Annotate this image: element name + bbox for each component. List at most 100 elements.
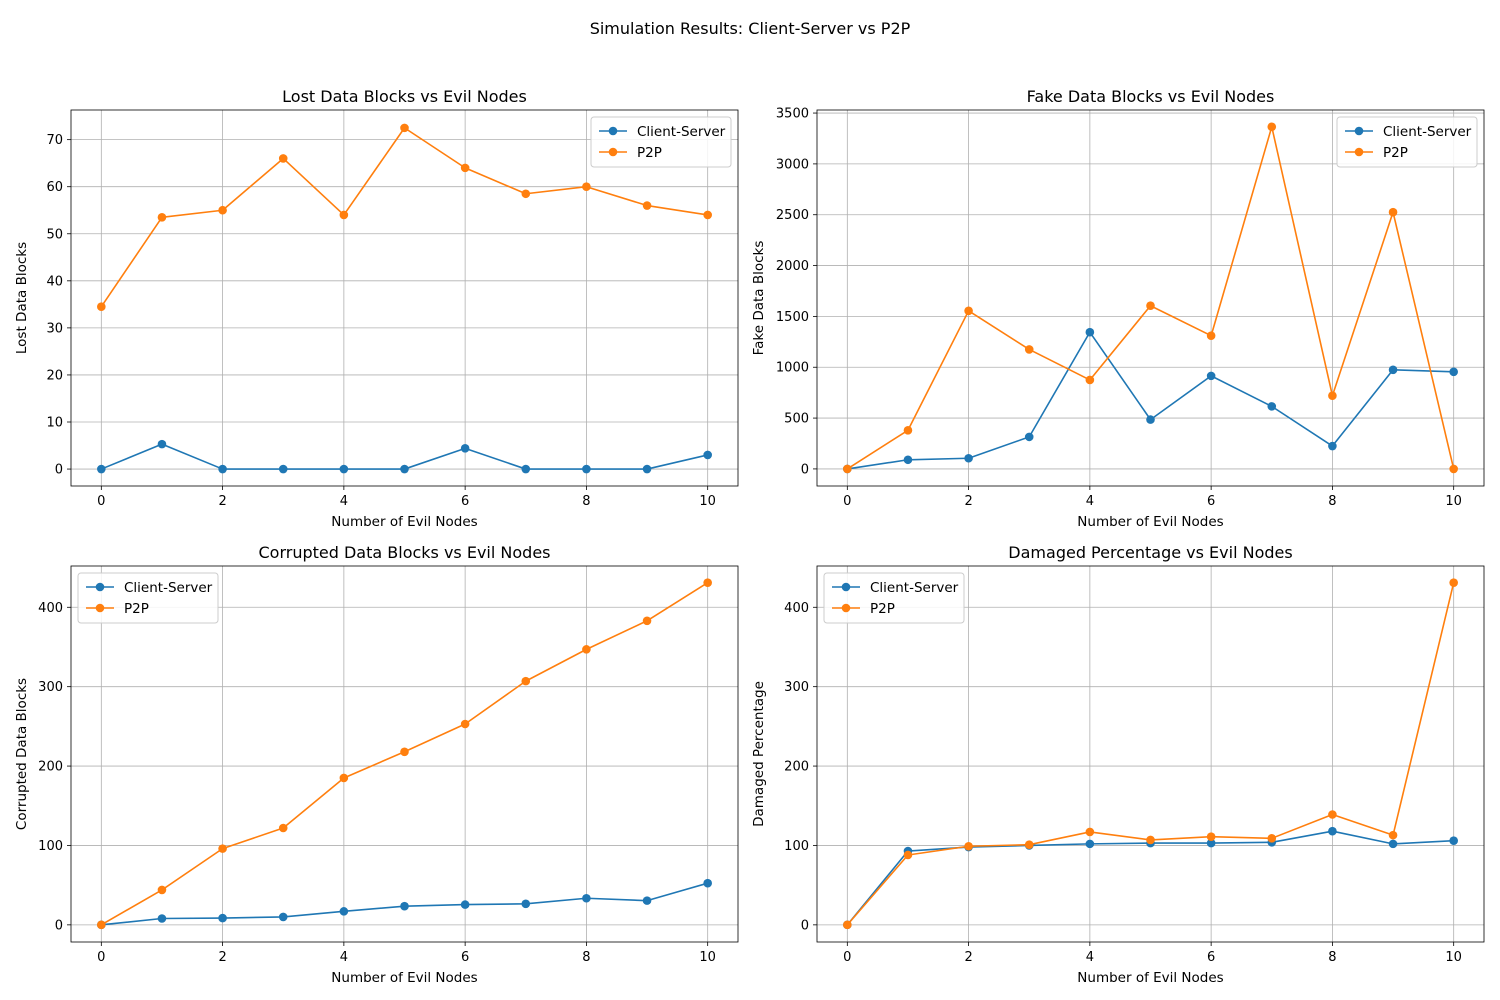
legend-box	[1336, 116, 1478, 168]
data-point-p2p	[1328, 391, 1337, 401]
x-tick-label: 10	[699, 494, 716, 509]
data-point-p2p	[1328, 810, 1337, 819]
x-tick-label: 8	[1328, 950, 1336, 965]
data-point-p2p	[1206, 832, 1216, 842]
data-point-client-server	[218, 913, 227, 923]
data-point-client-server	[460, 444, 470, 453]
y-axis-label: Lost Data Blocks	[14, 242, 30, 354]
data-point-client-server	[218, 464, 227, 474]
legend: Client-Server P2P	[590, 116, 732, 168]
data-point-client-server	[1146, 415, 1155, 424]
axes-frame	[816, 109, 1485, 487]
figure-title: Simulation Results: Client-Server vs P2P	[590, 19, 911, 38]
data-point-client-server	[964, 453, 973, 463]
legend-label: P2P	[124, 601, 149, 617]
data-point-p2p	[1085, 375, 1095, 385]
y-tick-label: 1500	[776, 310, 809, 325]
x-tick-label: 2	[218, 494, 226, 509]
data-point-p2p	[339, 210, 349, 220]
axes-frame	[70, 109, 739, 487]
y-tick-label: 40	[46, 274, 63, 289]
y-tick-label: 400	[38, 601, 63, 616]
y-axis-label: Corrupted Data Blocks	[14, 678, 30, 830]
data-point-client-server	[97, 464, 106, 474]
chart-1: 0 2 4 6 8 10 0 10 20 30 40 50 60 70 Lost Data Blocks v…	[14, 87, 739, 530]
x-tick-label: 0	[843, 950, 851, 965]
x-tick-label: 6	[1207, 494, 1215, 509]
x-tick-label: 2	[964, 950, 972, 965]
legend: Client-Server P2P	[1336, 116, 1478, 168]
data-point-client-server	[1449, 367, 1458, 377]
chart-title: Damaged Percentage vs Evil Nodes	[1008, 543, 1292, 562]
chart-title: Corrupted Data Blocks vs Evil Nodes	[258, 543, 550, 562]
legend-marker	[841, 603, 851, 613]
legend-marker	[1354, 126, 1364, 136]
data-point-p2p	[1267, 834, 1277, 843]
x-tick-label: 4	[1086, 494, 1094, 509]
x-tick-label: 10	[1445, 494, 1462, 509]
y-tick-label: 20	[46, 368, 63, 383]
legend-label: Client-Server	[637, 124, 726, 140]
data-point-p2p	[218, 844, 227, 853]
y-tick-label: 400	[784, 601, 809, 616]
data-point-client-server	[1267, 402, 1277, 411]
data-point-p2p	[460, 719, 470, 729]
y-tick-label: 0	[55, 918, 63, 933]
data-point-p2p	[339, 773, 349, 783]
x-axis-label: Number of Evil Nodes	[331, 514, 477, 530]
data-point-p2p	[157, 885, 167, 895]
y-tick-label: 0	[801, 462, 809, 477]
legend-box	[590, 116, 732, 168]
data-point-p2p	[278, 823, 288, 833]
data-point-p2p	[1024, 840, 1034, 849]
data-point-p2p	[521, 676, 531, 686]
y-tick-label: 300	[38, 680, 63, 695]
data-point-p2p	[964, 306, 973, 316]
data-point-client-server	[1085, 327, 1095, 337]
data-point-p2p	[157, 212, 167, 222]
data-point-client-server	[157, 914, 167, 923]
data-point-p2p	[582, 645, 591, 654]
data-point-client-server	[582, 893, 591, 903]
legend-label: Client-Server	[870, 580, 959, 596]
data-point-client-server	[903, 455, 913, 465]
y-tick-label: 50	[46, 227, 63, 242]
x-axis-label: Number of Evil Nodes	[1077, 970, 1223, 986]
data-point-p2p	[1388, 207, 1398, 217]
data-point-client-server	[703, 450, 712, 460]
data-point-client-server	[1388, 839, 1398, 849]
data-point-client-server	[582, 464, 591, 474]
data-point-client-server	[1206, 838, 1216, 848]
data-point-client-server	[521, 464, 531, 474]
data-point-p2p	[1024, 345, 1034, 354]
chart-title: Lost Data Blocks vs Evil Nodes	[282, 87, 527, 106]
data-point-p2p	[218, 205, 227, 215]
legend: Client-Server P2P	[823, 572, 965, 624]
legend-marker	[95, 582, 105, 592]
data-point-p2p	[703, 210, 712, 220]
y-tick-label: 0	[801, 918, 809, 933]
x-tick-label: 0	[97, 494, 105, 509]
x-tick-label: 8	[582, 950, 590, 965]
legend-label: P2P	[1383, 145, 1408, 161]
data-point-p2p	[964, 841, 973, 851]
x-tick-label: 10	[1445, 950, 1462, 965]
data-point-client-server	[1388, 365, 1398, 375]
data-point-p2p	[903, 425, 913, 435]
data-point-p2p	[521, 189, 531, 199]
data-point-p2p	[1085, 827, 1095, 837]
legend-label: Client-Server	[1383, 124, 1472, 140]
data-point-client-server	[157, 439, 167, 449]
data-point-client-server	[642, 464, 652, 474]
chart-2: 0 2 4 6 8 10 0 500 1000 1500 2000 2500 3000 3500 Fake …	[751, 87, 1485, 530]
axes-frame	[70, 565, 739, 943]
data-point-client-server	[1328, 826, 1337, 836]
data-point-client-server	[1024, 432, 1034, 442]
data-point-client-server	[339, 907, 349, 916]
y-tick-label: 30	[46, 321, 63, 336]
y-tick-label: 0	[55, 463, 63, 478]
data-point-client-server	[642, 896, 652, 905]
data-point-p2p	[1267, 122, 1277, 132]
legend-marker	[95, 603, 105, 613]
x-tick-label: 4	[340, 494, 348, 509]
